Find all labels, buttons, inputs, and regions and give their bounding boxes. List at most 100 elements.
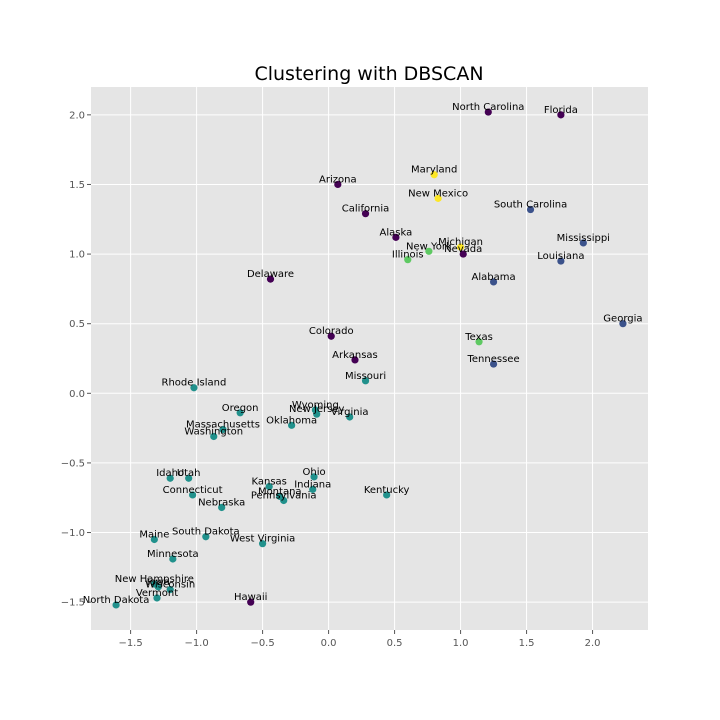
data-point: [526, 205, 535, 214]
y-tick-label: 0.0: [69, 389, 85, 400]
data-point: [310, 473, 318, 481]
point-label: South Dakota: [172, 527, 240, 538]
point-label: Wyoming: [292, 400, 339, 411]
point-label: Colorado: [309, 326, 354, 337]
point-label: Alabama: [472, 272, 516, 283]
point-label: Nevada: [444, 244, 482, 255]
data-point: [236, 409, 244, 417]
point-label: Ohio: [303, 467, 326, 478]
point-label: Virginia: [331, 407, 369, 418]
point-label: Illinois: [392, 250, 424, 261]
point-label: Delaware: [247, 269, 294, 280]
data-point: [153, 594, 161, 602]
x-tick-label: −0.5: [250, 638, 274, 649]
point-label: Missouri: [345, 371, 386, 382]
point-label: Florida: [544, 105, 578, 116]
point-label: Michigan: [438, 237, 483, 248]
data-point: [346, 413, 354, 421]
y-tick-label: −0.5: [61, 458, 85, 469]
data-point: [489, 360, 498, 368]
point-label: West Virginia: [230, 534, 295, 545]
data-point: [557, 257, 565, 265]
point-label: Kansas: [251, 477, 286, 488]
data-point: [334, 180, 342, 189]
data-point: [425, 247, 433, 255]
point-label: Maine: [139, 530, 169, 541]
data-point: [459, 250, 467, 258]
y-axis-ticks: −1.5 −1.0 −0.5 0.0 0.5 1.0 1.5 2.0: [61, 110, 91, 609]
point-label: Wisconsin: [145, 580, 195, 591]
y-tick-label: −1.5: [61, 598, 85, 609]
y-tick-label: 0.5: [69, 319, 85, 330]
point-label: Minnesota: [147, 549, 199, 560]
point-label: New Hampshire: [115, 574, 194, 585]
point-label: North Dakota: [83, 595, 150, 606]
data-point: [247, 598, 255, 606]
point-label: Vermont: [136, 588, 178, 599]
data-points: [112, 108, 627, 609]
data-point: [579, 239, 587, 247]
data-point: [112, 601, 120, 609]
x-tick-label: 0.0: [321, 638, 337, 649]
point-label: Mississippi: [557, 233, 610, 244]
x-tick-label: 2.0: [585, 638, 601, 649]
data-point: [619, 320, 627, 328]
point-label: Idaho: [156, 468, 184, 479]
data-point: [351, 356, 359, 364]
point-label: Texas: [464, 332, 493, 343]
data-point: [266, 275, 275, 283]
x-tick-label: 1.5: [519, 638, 535, 649]
point-label: Oregon: [222, 403, 259, 414]
plot-area: [91, 87, 648, 630]
data-point: [430, 171, 438, 179]
data-point: [456, 243, 465, 251]
point-label: Tennessee: [467, 354, 520, 365]
data-point: [404, 256, 412, 264]
data-point: [313, 410, 321, 418]
point-label: California: [342, 204, 390, 215]
point-label: North Carolina: [452, 102, 524, 113]
data-point: [383, 491, 391, 499]
data-point: [210, 432, 218, 441]
data-point: [166, 474, 174, 482]
point-label: Arkansas: [332, 350, 378, 361]
data-point: [288, 421, 296, 429]
data-point: [219, 425, 227, 434]
y-tick-label: 2.0: [69, 110, 85, 121]
point-label: New Jersey: [289, 404, 345, 415]
point-label: Connecticut: [163, 485, 223, 496]
data-point: [185, 474, 193, 482]
data-point: [489, 278, 498, 286]
x-tick-label: −1.5: [118, 638, 142, 649]
x-axis-ticks: −1.5 −1.0 −0.5 0.0 0.5 1.0 1.5 2.0: [118, 630, 601, 649]
point-label: Maryland: [411, 165, 457, 176]
data-point: [361, 210, 370, 218]
data-point: [484, 108, 492, 116]
point-label: South Carolina: [494, 200, 567, 211]
point-label: Hawaii: [234, 592, 268, 603]
data-point: [189, 491, 197, 499]
x-tick-label: 0.5: [387, 638, 403, 649]
point-label: Pennsylvania: [251, 491, 317, 502]
point-label: New York: [406, 241, 452, 252]
point-label: Massachusetts: [186, 420, 260, 431]
data-point: [309, 485, 317, 493]
data-point: [154, 583, 162, 591]
data-point: [434, 194, 442, 202]
data-point: [150, 535, 158, 544]
point-label: Iowa: [147, 577, 170, 588]
point-label: Louisiana: [537, 251, 584, 262]
point-label: Montana: [258, 486, 302, 497]
data-point: [392, 233, 400, 241]
grid-lines: [91, 87, 648, 630]
point-label: Utah: [177, 468, 201, 479]
point-label: Kentucky: [364, 485, 410, 496]
x-tick-label: −1.0: [184, 638, 208, 649]
data-point: [327, 332, 335, 340]
chart-title: Clustering with DBSCAN: [254, 63, 483, 85]
data-point: [218, 503, 226, 512]
point-labels: North Carolina Florida Maryland Arizona New …: [83, 102, 643, 606]
point-label: New Mexico: [408, 188, 468, 199]
y-tick-label: 1.0: [69, 250, 85, 261]
